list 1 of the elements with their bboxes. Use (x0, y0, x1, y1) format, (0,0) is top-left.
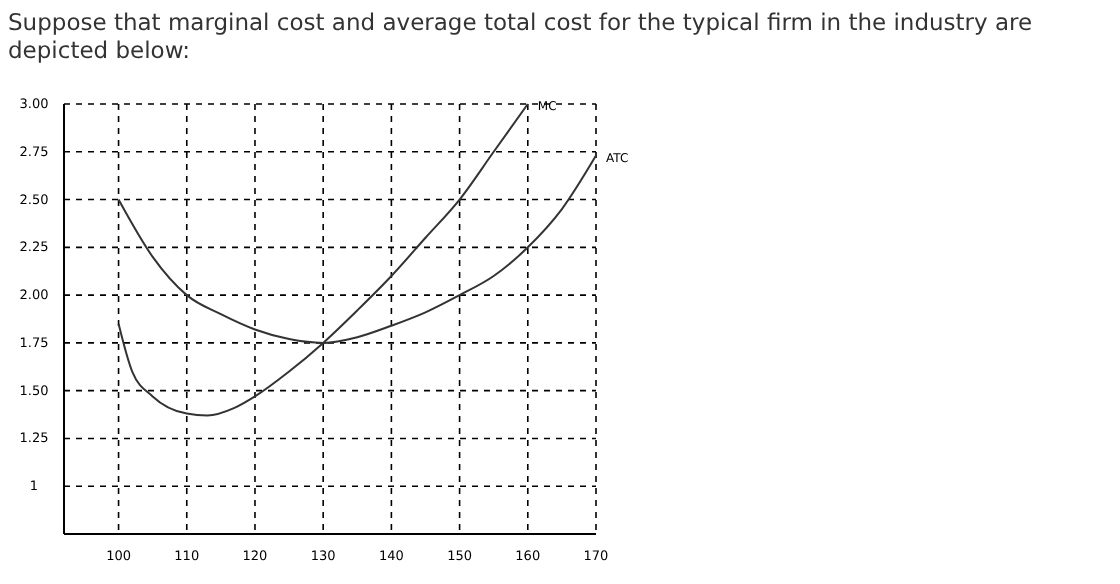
chart-title: Suppose that marginal cost and average total cost for the typical firm in the industry are depicted below: (8, 8, 1035, 64)
